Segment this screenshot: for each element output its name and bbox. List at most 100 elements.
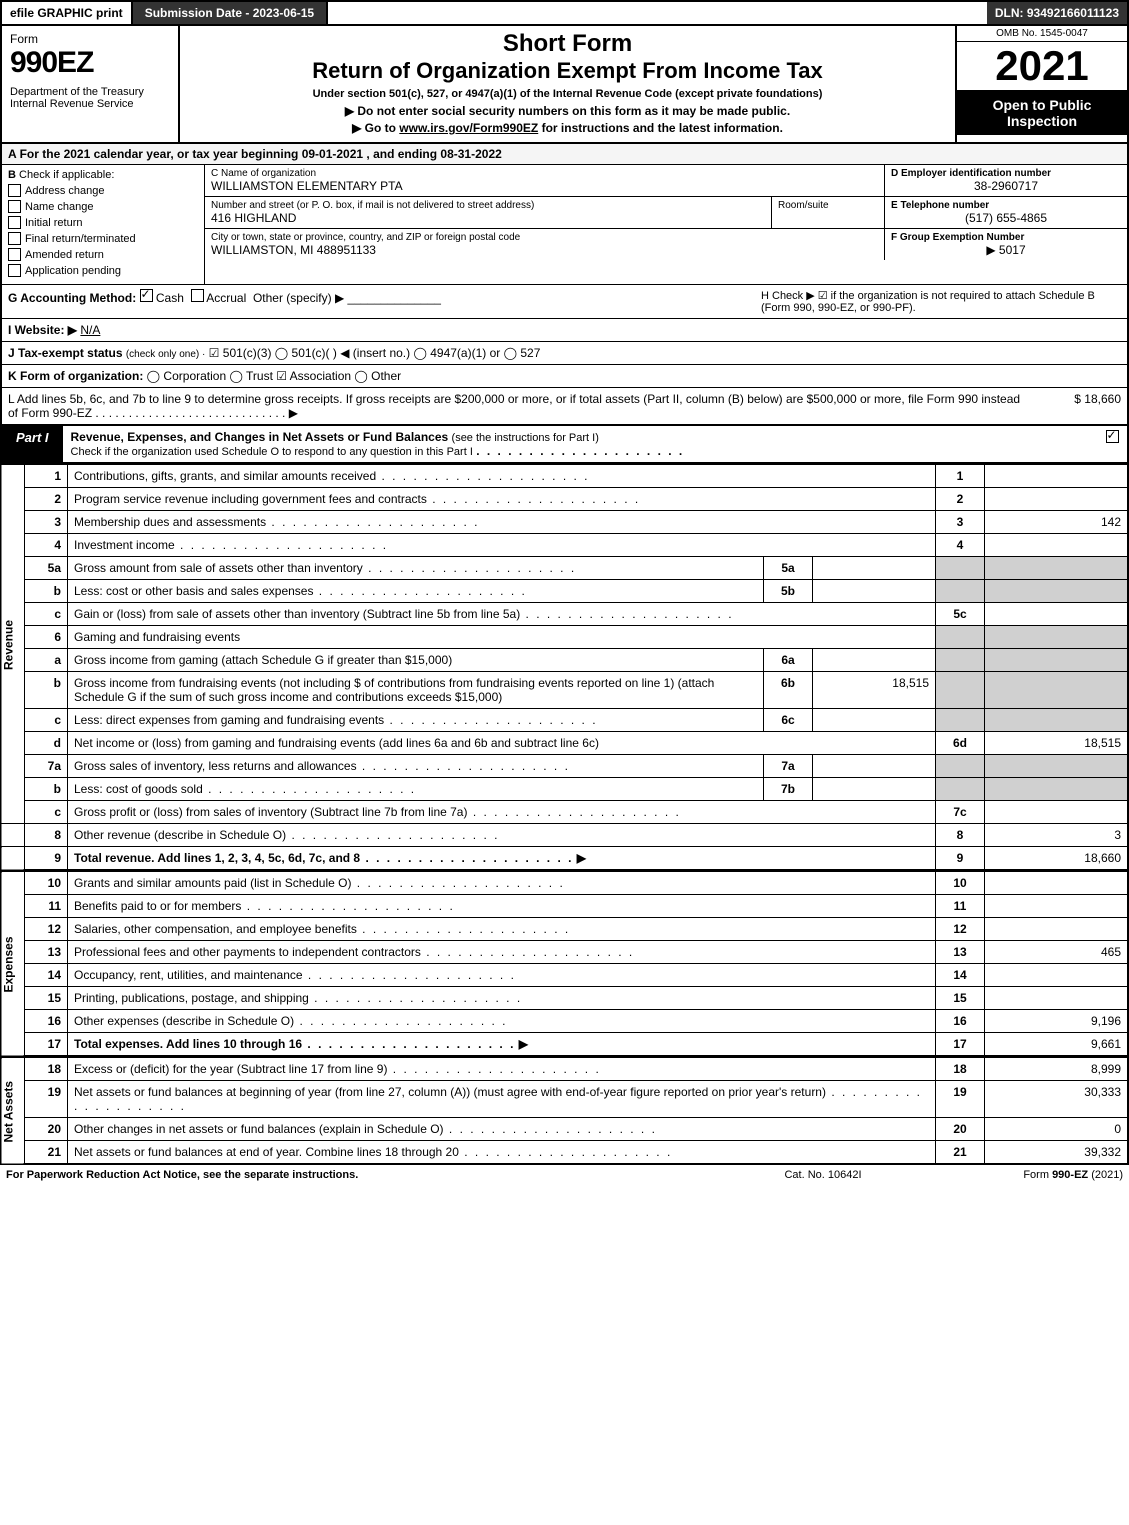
submission-date: Submission Date - 2023-06-15 [133,2,328,24]
line-desc: Less: cost of goods sold [74,782,203,796]
line-desc: Net income or (loss) from gaming and fun… [74,736,599,750]
checkbox-accrual-icon[interactable] [191,289,204,302]
row-l: L Add lines 5b, 6c, and 7b to line 9 to … [0,388,1129,424]
j-sub: (check only one) · [126,349,205,360]
line-desc: Benefits paid to or for members [74,899,241,913]
row-g: G Accounting Method: Cash Accrual Other … [8,289,751,314]
d-label: D Employer identification number [891,168,1121,179]
line-desc: Net assets or fund balances at end of ye… [74,1145,459,1159]
row-a-text: For the 2021 calendar year, or tax year … [20,147,502,161]
row-i: I Website: ▶ N/A [0,319,1129,342]
line-desc: Gain or (loss) from sale of assets other… [74,607,520,621]
col-b-letter: B [8,169,16,181]
shaded-cell [985,778,1129,801]
line-amount: 30,333 [985,1081,1129,1118]
side-label-netassets: Net Assets [1,1058,25,1165]
side-label-expenses: Expenses [1,872,25,1057]
line-num: c [25,801,68,824]
line-desc: Other expenses (describe in Schedule O) [74,1014,294,1028]
open-public: Open to Public Inspection [957,91,1127,135]
line-desc: Salaries, other compensation, and employ… [74,922,357,936]
line-refnum: 17 [936,1033,985,1057]
cb-initial-return[interactable]: Initial return [8,216,198,229]
line-refnum: 5c [936,603,985,626]
part-1-header: Part I Revenue, Expenses, and Changes in… [0,424,1129,464]
line-num: 14 [25,964,68,987]
footer-right: Form 990-EZ (2021) [923,1169,1123,1181]
under-section: Under section 501(c), 527, or 4947(a)(1)… [190,88,945,100]
efile-label[interactable]: efile GRAPHIC print [2,2,133,24]
line-amount [985,801,1129,824]
line-num: 19 [25,1081,68,1118]
part-1-title: Revenue, Expenses, and Changes in Net As… [71,430,449,444]
line-num: 16 [25,1010,68,1033]
cb-label: Application pending [25,265,121,277]
instr2-post: for instructions and the latest informat… [538,121,783,135]
line-amount: 9,661 [985,1033,1129,1057]
form-word: Form [10,32,170,46]
line-num: 8 [25,824,68,847]
website-value: N/A [80,323,100,337]
side-label-spacer [1,847,25,871]
g-other: Other (specify) ▶ [253,291,344,305]
part-1-label: Part I [2,426,63,462]
cb-label: Amended return [25,249,104,261]
section-bc: B Check if applicable: Address change Na… [0,165,1129,285]
org-name: WILLIAMSTON ELEMENTARY PTA [211,179,878,193]
sub-amount [813,778,936,801]
cb-application-pending[interactable]: Application pending [8,264,198,277]
line-desc: Gaming and fundraising events [68,626,936,649]
k-label: K Form of organization: [8,369,143,383]
line-desc: Gross amount from sale of assets other t… [74,561,363,575]
line-refnum: 9 [936,847,985,871]
line-desc: Printing, publications, postage, and shi… [74,991,309,1005]
line-refnum: 10 [936,872,985,895]
instr2-pre: Go to [365,121,400,135]
cb-name-change[interactable]: Name change [8,200,198,213]
line-refnum: 16 [936,1010,985,1033]
part-1-checkbox[interactable] [1097,426,1127,462]
l-text: L Add lines 5b, 6c, and 7b to line 9 to … [8,392,1021,420]
e-label: E Telephone number [891,200,1121,211]
line-refnum: 20 [936,1118,985,1141]
sub-refnum: 7b [764,778,813,801]
line-refnum: 3 [936,511,985,534]
cb-address-change[interactable]: Address change [8,184,198,197]
shaded-cell [985,557,1129,580]
line-refnum: 19 [936,1081,985,1118]
checkbox-icon [8,184,21,197]
j-label: J Tax-exempt status [8,346,123,360]
instr2-link[interactable]: www.irs.gov/Form990EZ [399,121,538,135]
telephone-value: (517) 655-4865 [891,211,1121,225]
line-refnum: 6d [936,732,985,755]
line-desc: Less: cost or other basis and sales expe… [74,584,313,598]
cb-label: Address change [25,185,105,197]
checkbox-icon [8,200,21,213]
shaded-cell [936,778,985,801]
cb-label: Initial return [25,217,82,229]
line-desc: Net assets or fund balances at beginning… [74,1085,826,1099]
part-1-title-sub: (see the instructions for Part I) [452,432,599,444]
line-desc: Occupancy, rent, utilities, and maintena… [74,968,303,982]
checkbox-cash-icon[interactable] [140,289,153,302]
line-num: b [25,778,68,801]
sub-refnum: 6a [764,649,813,672]
instruction-1: ▶ Do not enter social security numbers o… [190,104,945,118]
g-cash: Cash [156,291,184,305]
cb-final-return[interactable]: Final return/terminated [8,232,198,245]
cell-c-city: City or town, state or province, country… [205,229,884,260]
section-gh: G Accounting Method: Cash Accrual Other … [0,285,1129,319]
cb-label: Name change [25,201,94,213]
top-bar: efile GRAPHIC print Submission Date - 20… [0,0,1129,26]
cell-f: F Group Exemption Number ▶ 5017 [884,229,1127,260]
line-amount: 3 [985,824,1129,847]
line-refnum: 18 [936,1058,985,1081]
line-refnum: 11 [936,895,985,918]
c-name-label: C Name of organization [211,168,878,179]
expenses-table: Expenses 10 Grants and similar amounts p… [0,871,1129,1057]
shaded-cell [936,580,985,603]
cb-amended-return[interactable]: Amended return [8,248,198,261]
room-label: Room/suite [778,200,878,211]
ein-value: 38-2960717 [891,179,1121,193]
j-options: ☑ 501(c)(3) ◯ 501(c)( ) ◀ (insert no.) ◯… [209,346,541,360]
